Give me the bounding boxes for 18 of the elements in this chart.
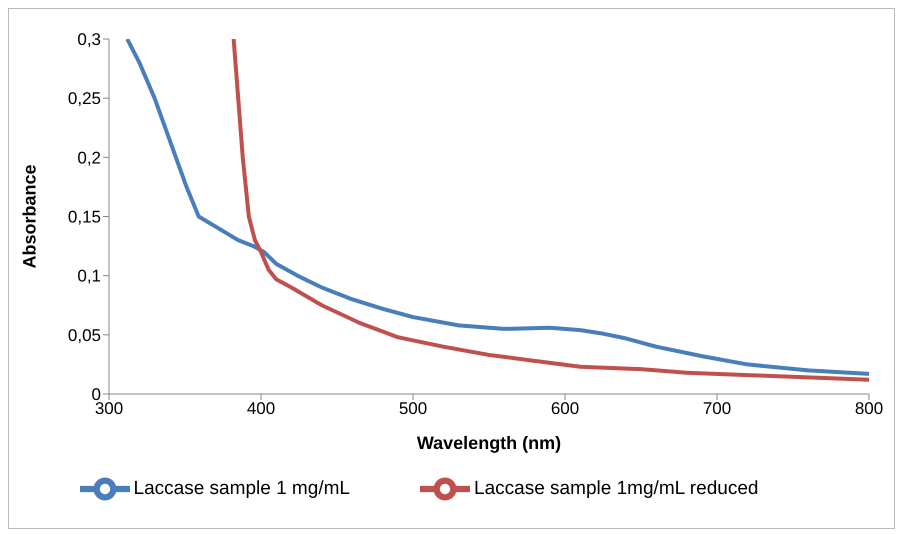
x-tick-label: 500 [398,399,428,418]
legend-label: Laccase sample 1 mg/mL [134,478,350,500]
line-series [232,39,869,382]
x-tick-label: 300 [94,399,124,418]
x-tick-label: 400 [246,399,276,418]
y-tick-label: 0,3 [77,30,101,50]
x-tick-label: 600 [550,399,580,418]
y-tick-label: 0,25 [68,89,101,108]
line-series [125,39,869,376]
y-tick-label: 0,1 [77,266,101,286]
x-axis-title: Wavelength (nm) [416,433,562,453]
legend-label: Laccase sample 1mg/mL reduced [474,478,758,500]
y-tick-label: 0,15 [68,208,101,227]
x-tick-label: 800 [854,399,884,418]
y-tick-label: 0,2 [77,148,101,168]
y-tick-label: 0,05 [68,326,101,345]
y-axis-title: Absorbance [19,164,40,269]
x-tick-label: 700 [702,399,732,418]
